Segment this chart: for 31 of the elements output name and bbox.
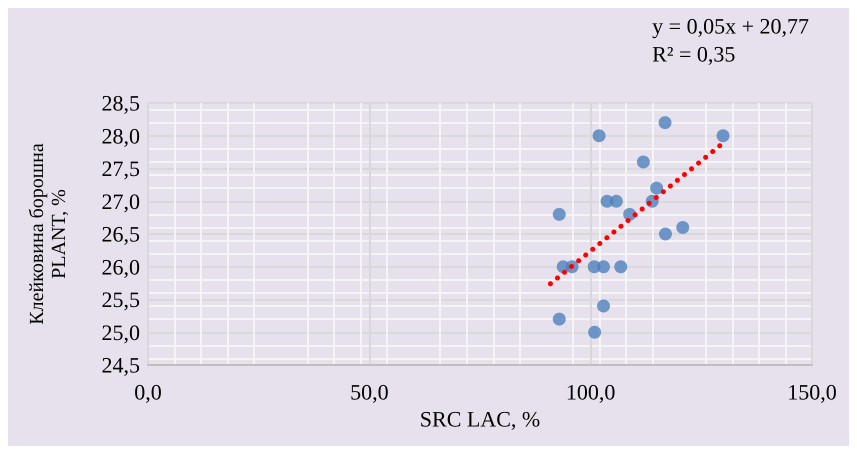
y-tick-label: 28,0 bbox=[102, 123, 140, 148]
y-tick-label: 24,5 bbox=[102, 352, 140, 378]
y-tick-label: 25,5 bbox=[102, 287, 140, 312]
x-tick-label: 100,0 bbox=[566, 380, 616, 404]
x-tick-label: 150,0 bbox=[787, 380, 837, 404]
y-axis-title: Клейковина борошна PLANT, % bbox=[26, 143, 70, 325]
point bbox=[658, 116, 672, 130]
point bbox=[658, 228, 672, 240]
y-tick-label: 25,0 bbox=[102, 320, 140, 345]
text: y = 0,05x + 20,77 bbox=[652, 14, 810, 38]
point bbox=[588, 326, 602, 339]
point bbox=[552, 312, 566, 326]
y-tick-label: 27,5 bbox=[102, 156, 140, 181]
y-tick-label: 26,0 bbox=[102, 254, 140, 280]
point bbox=[614, 260, 628, 274]
point bbox=[636, 155, 650, 168]
x-tick-label: 50,0 bbox=[350, 380, 389, 404]
text: R² = 0,35 bbox=[652, 42, 736, 66]
point bbox=[650, 182, 664, 195]
y-tick-label: 28,5 bbox=[102, 90, 140, 116]
y-tick-label: 26,5 bbox=[102, 222, 140, 246]
y-tick-label: 27,0 bbox=[102, 188, 140, 214]
point bbox=[716, 129, 730, 142]
point bbox=[552, 208, 566, 221]
point bbox=[597, 260, 610, 274]
point bbox=[592, 129, 606, 142]
x-axis-title: SRC LAC, % bbox=[420, 406, 540, 432]
point bbox=[610, 194, 623, 208]
point bbox=[676, 220, 690, 234]
point bbox=[597, 300, 610, 313]
x-tick-label: 0,0 bbox=[134, 380, 162, 404]
